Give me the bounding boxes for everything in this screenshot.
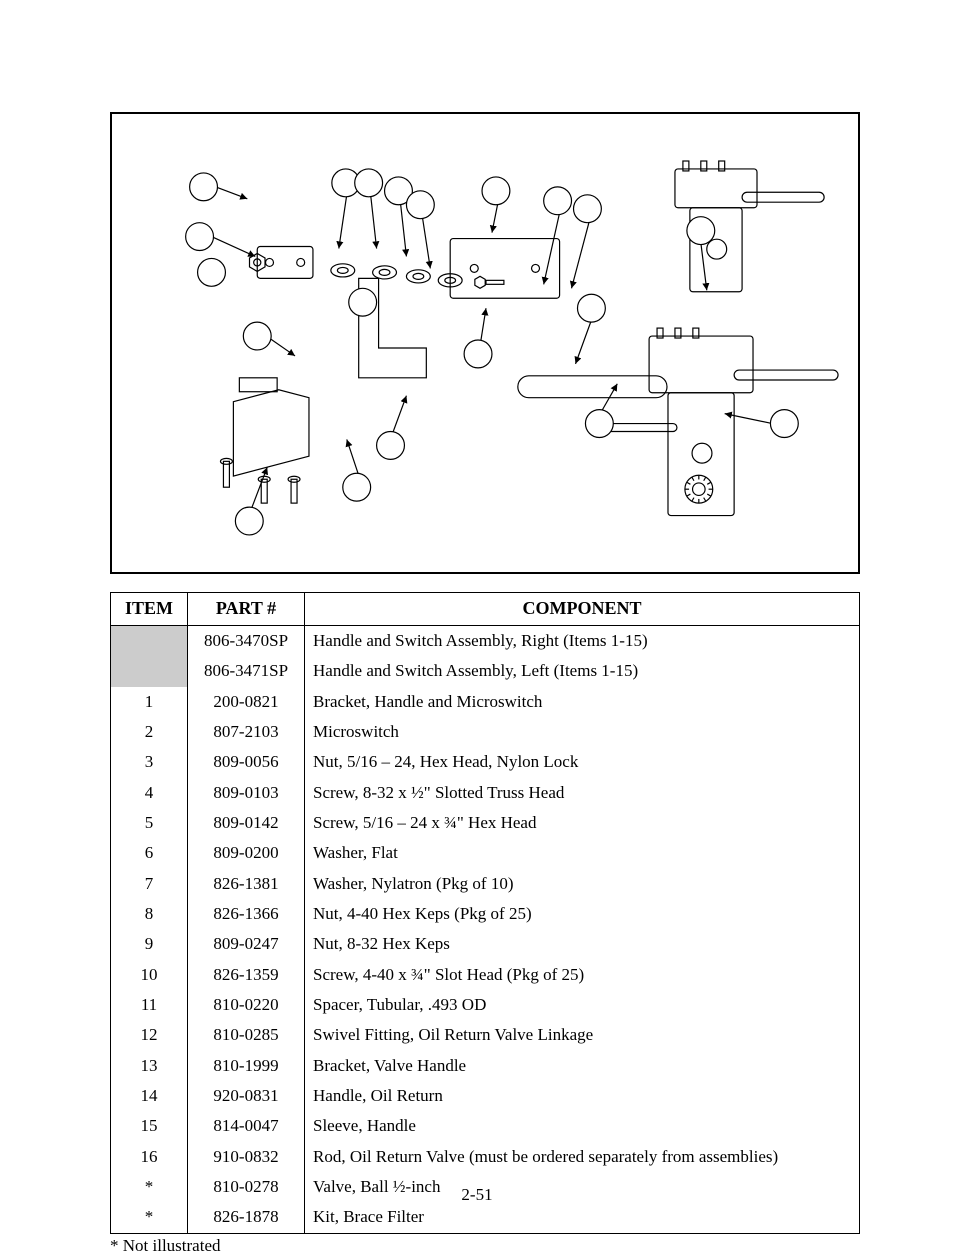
table-row: 14920-0831Handle, Oil Return xyxy=(111,1081,860,1111)
cell-component: Kit, Brace Filter xyxy=(305,1202,860,1233)
cell-item: 1 xyxy=(111,687,188,717)
cell-part: 810-1999 xyxy=(188,1051,305,1081)
cell-item: 3 xyxy=(111,747,188,777)
header-part: PART # xyxy=(188,593,305,626)
table-row: 7826-1381Washer, Nylatron (Pkg of 10) xyxy=(111,869,860,899)
cell-part: 810-0220 xyxy=(188,990,305,1020)
cell-part: 826-1366 xyxy=(188,899,305,929)
table-row: 13810-1999Bracket, Valve Handle xyxy=(111,1051,860,1081)
cell-component: Microswitch xyxy=(305,717,860,747)
cell-part: 809-0247 xyxy=(188,929,305,959)
cell-part: 809-0103 xyxy=(188,778,305,808)
cell-part: 910-0832 xyxy=(188,1142,305,1172)
cell-item: 15 xyxy=(111,1111,188,1141)
cell-item: 8 xyxy=(111,899,188,929)
cell-item: * xyxy=(111,1202,188,1233)
cell-item: 16 xyxy=(111,1142,188,1172)
table-row: 3809-0056Nut, 5/16 – 24, Hex Head, Nylon… xyxy=(111,747,860,777)
header-component: COMPONENT xyxy=(305,593,860,626)
table-row: *826-1878Kit, Brace Filter xyxy=(111,1202,860,1233)
cell-item: 2 xyxy=(111,717,188,747)
cell-part: 826-1878 xyxy=(188,1202,305,1233)
cell-part: 200-0821 xyxy=(188,687,305,717)
cell-item xyxy=(111,656,188,686)
cell-part: 806-3471SP xyxy=(188,656,305,686)
cell-item: 9 xyxy=(111,929,188,959)
cell-part: 809-0056 xyxy=(188,747,305,777)
cell-component: Screw, 4-40 x ¾" Slot Head (Pkg of 25) xyxy=(305,960,860,990)
table-row: 5809-0142Screw, 5/16 – 24 x ¾" Hex Head xyxy=(111,808,860,838)
cell-part: 826-1381 xyxy=(188,869,305,899)
cell-part: 809-0142 xyxy=(188,808,305,838)
cell-component: Rod, Oil Return Valve (must be ordered s… xyxy=(305,1142,860,1172)
footnote: * Not illustrated xyxy=(110,1236,860,1256)
exploded-diagram xyxy=(110,112,860,574)
cell-component: Handle, Oil Return xyxy=(305,1081,860,1111)
cell-part: 826-1359 xyxy=(188,960,305,990)
cell-item: 7 xyxy=(111,869,188,899)
cell-component: Bracket, Handle and Microswitch xyxy=(305,687,860,717)
table-row: 8826-1366Nut, 4-40 Hex Keps (Pkg of 25) xyxy=(111,899,860,929)
table-row: 16910-0832Rod, Oil Return Valve (must be… xyxy=(111,1142,860,1172)
table-row: 10826-1359Screw, 4-40 x ¾" Slot Head (Pk… xyxy=(111,960,860,990)
cell-part: 806-3470SP xyxy=(188,625,305,656)
cell-component: Swivel Fitting, Oil Return Valve Linkage xyxy=(305,1020,860,1050)
cell-part: 807-2103 xyxy=(188,717,305,747)
cell-item: 12 xyxy=(111,1020,188,1050)
page-number: 2-51 xyxy=(0,1185,954,1205)
table-row: 1200-0821Bracket, Handle and Microswitch xyxy=(111,687,860,717)
table-row: 9809-0247Nut, 8-32 Hex Keps xyxy=(111,929,860,959)
diagram-svg xyxy=(122,124,848,562)
cell-item: 4 xyxy=(111,778,188,808)
cell-item: 5 xyxy=(111,808,188,838)
table-row: 2807-2103Microswitch xyxy=(111,717,860,747)
cell-component: Screw, 5/16 – 24 x ¾" Hex Head xyxy=(305,808,860,838)
cell-component: Washer, Flat xyxy=(305,838,860,868)
table-row: 12810-0285Swivel Fitting, Oil Return Val… xyxy=(111,1020,860,1050)
cell-component: Nut, 4-40 Hex Keps (Pkg of 25) xyxy=(305,899,860,929)
table-row: 6809-0200Washer, Flat xyxy=(111,838,860,868)
cell-component: Nut, 5/16 – 24, Hex Head, Nylon Lock xyxy=(305,747,860,777)
cell-component: Sleeve, Handle xyxy=(305,1111,860,1141)
cell-item: 10 xyxy=(111,960,188,990)
cell-component: Washer, Nylatron (Pkg of 10) xyxy=(305,869,860,899)
cell-item: 6 xyxy=(111,838,188,868)
table-row: 15814-0047Sleeve, Handle xyxy=(111,1111,860,1141)
cell-item: 11 xyxy=(111,990,188,1020)
page: ITEM PART # COMPONENT 806-3470SPHandle a… xyxy=(0,0,954,1235)
cell-item: 13 xyxy=(111,1051,188,1081)
header-item: ITEM xyxy=(111,593,188,626)
table-row: 806-3471SPHandle and Switch Assembly, Le… xyxy=(111,656,860,686)
cell-part: 814-0047 xyxy=(188,1111,305,1141)
cell-part: 920-0831 xyxy=(188,1081,305,1111)
cell-component: Screw, 8-32 x ½" Slotted Truss Head xyxy=(305,778,860,808)
cell-item: 14 xyxy=(111,1081,188,1111)
cell-component: Bracket, Valve Handle xyxy=(305,1051,860,1081)
cell-component: Handle and Switch Assembly, Right (Items… xyxy=(305,625,860,656)
cell-part: 809-0200 xyxy=(188,838,305,868)
cell-component: Handle and Switch Assembly, Left (Items … xyxy=(305,656,860,686)
cell-component: Spacer, Tubular, .493 OD xyxy=(305,990,860,1020)
table-row: 11810-0220Spacer, Tubular, .493 OD xyxy=(111,990,860,1020)
table-row: 4809-0103Screw, 8-32 x ½" Slotted Truss … xyxy=(111,778,860,808)
parts-table: ITEM PART # COMPONENT 806-3470SPHandle a… xyxy=(110,592,860,1234)
table-row: 806-3470SPHandle and Switch Assembly, Ri… xyxy=(111,625,860,656)
cell-component: Nut, 8-32 Hex Keps xyxy=(305,929,860,959)
cell-part: 810-0285 xyxy=(188,1020,305,1050)
cell-item xyxy=(111,625,188,656)
table-header-row: ITEM PART # COMPONENT xyxy=(111,593,860,626)
